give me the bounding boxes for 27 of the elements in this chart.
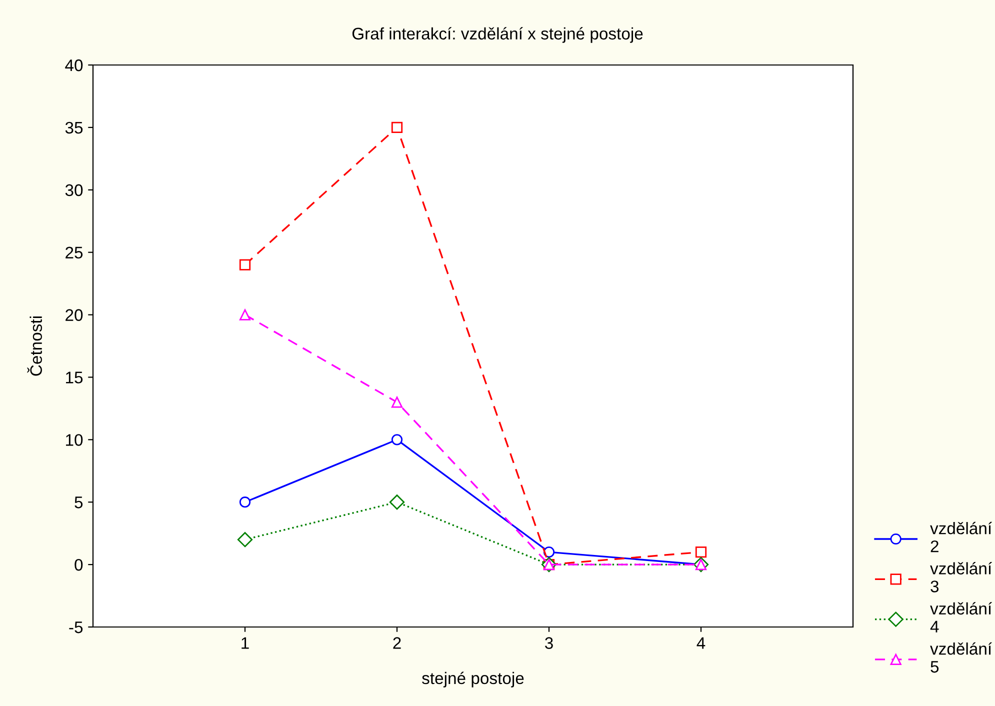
- y-tick-label: 20: [66, 309, 83, 321]
- point: [389, 494, 405, 510]
- y-tick-label: 30: [65, 184, 83, 196]
- x-tick-label: 3: [545, 637, 553, 649]
- y-tick-label: 40: [65, 59, 83, 72]
- point: [391, 122, 403, 133]
- point: [239, 309, 251, 320]
- x-tick-label: 2: [393, 637, 401, 649]
- point: [237, 532, 253, 548]
- point: [391, 434, 403, 446]
- y-tick-label: 15: [66, 372, 83, 384]
- y-tick-label: 5: [74, 496, 83, 508]
- y-axis-title: Četnosti: [27, 316, 42, 376]
- x-tick-label: 4: [696, 637, 706, 649]
- point: [239, 496, 251, 508]
- y-tick-label: 0: [74, 558, 83, 571]
- x-tick-label: 1: [242, 637, 249, 649]
- y-tick-label: 25: [66, 246, 83, 259]
- point: [695, 546, 707, 558]
- legend-label: vzdělání 5: [930, 642, 992, 673]
- y-tick-label: -5: [69, 622, 83, 634]
- y-tick-label: 10: [66, 434, 83, 446]
- y-tick-label: 35: [65, 122, 83, 134]
- point: [391, 396, 403, 408]
- x-axis-title: stejné postoje: [422, 672, 524, 688]
- point: [239, 259, 251, 270]
- chart-title: Graf interakcí: vzdělání x stejné postoje: [352, 27, 643, 43]
